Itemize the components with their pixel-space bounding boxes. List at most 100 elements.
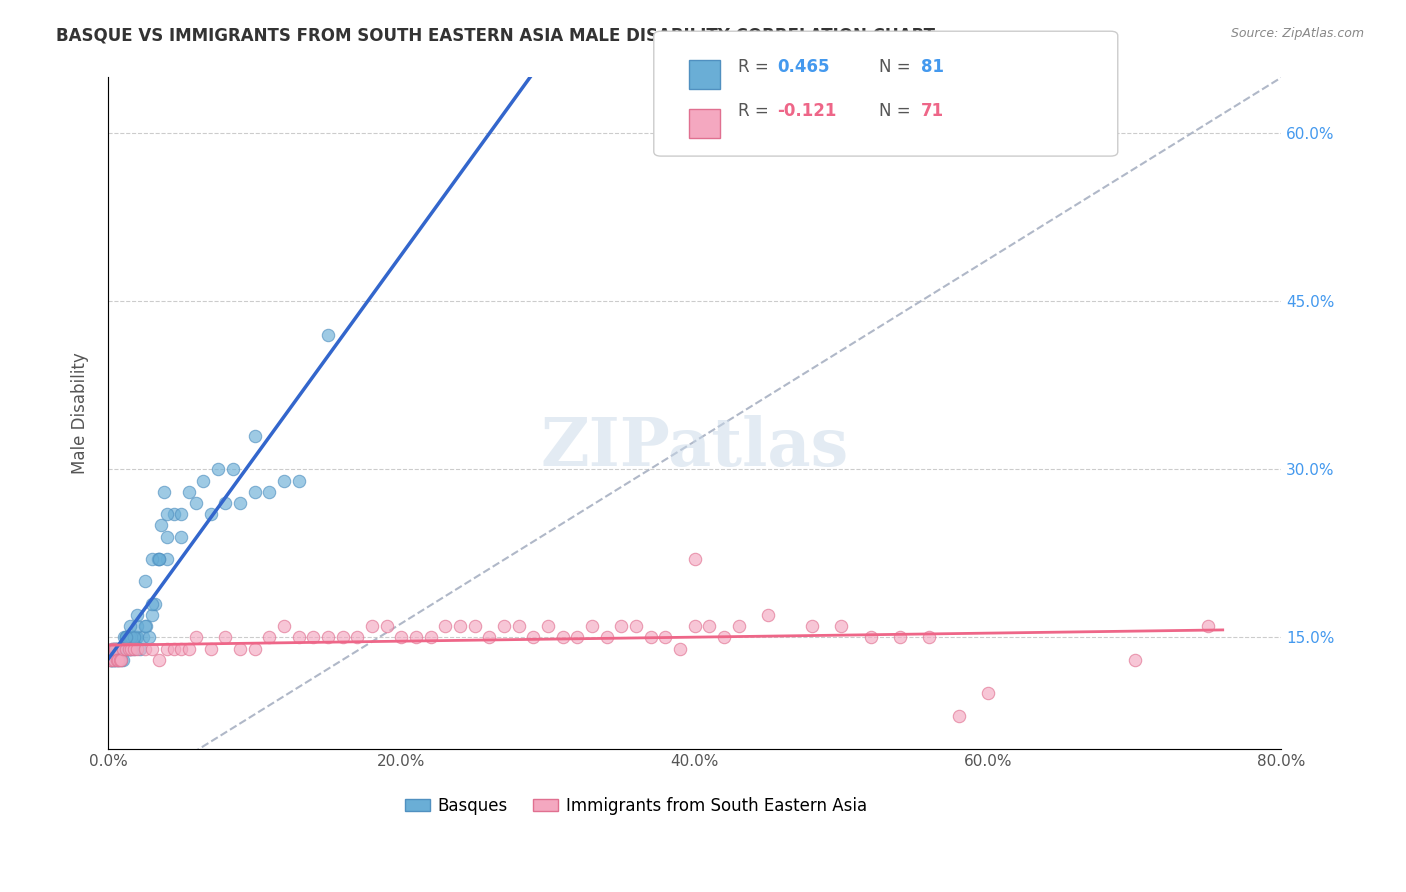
Point bbox=[105, 641, 128, 656]
Point bbox=[143, 597, 166, 611]
Point bbox=[1197, 619, 1219, 633]
Point bbox=[184, 631, 207, 645]
Point bbox=[111, 641, 134, 656]
Point bbox=[115, 641, 138, 656]
Point bbox=[114, 631, 136, 645]
Point bbox=[229, 496, 252, 510]
Point bbox=[134, 574, 156, 589]
Text: N =: N = bbox=[879, 103, 915, 120]
Point bbox=[624, 619, 647, 633]
Point bbox=[135, 619, 157, 633]
Point bbox=[105, 641, 128, 656]
Point bbox=[148, 552, 170, 566]
Point bbox=[756, 607, 779, 622]
Point bbox=[103, 641, 125, 656]
Point bbox=[124, 641, 146, 656]
Point bbox=[100, 653, 122, 667]
Point bbox=[273, 474, 295, 488]
Point bbox=[214, 631, 236, 645]
Point bbox=[170, 507, 193, 521]
Point bbox=[551, 631, 574, 645]
Point bbox=[120, 641, 142, 656]
Point bbox=[107, 653, 129, 667]
Point bbox=[103, 653, 125, 667]
Point bbox=[859, 631, 882, 645]
Point bbox=[243, 429, 266, 443]
Point bbox=[163, 507, 186, 521]
Point bbox=[193, 474, 215, 488]
Point bbox=[259, 631, 281, 645]
Point bbox=[177, 641, 200, 656]
Point bbox=[464, 619, 486, 633]
Point bbox=[138, 631, 160, 645]
Point bbox=[104, 641, 127, 656]
Point bbox=[114, 641, 136, 656]
Point bbox=[118, 619, 141, 633]
Point bbox=[105, 653, 128, 667]
Point bbox=[127, 607, 149, 622]
Point bbox=[122, 631, 145, 645]
Point bbox=[100, 653, 122, 667]
Text: R =: R = bbox=[738, 58, 775, 76]
Point bbox=[101, 653, 124, 667]
Point bbox=[110, 641, 132, 656]
Point bbox=[120, 631, 142, 645]
Point bbox=[669, 641, 692, 656]
Point bbox=[567, 631, 589, 645]
Text: N =: N = bbox=[879, 58, 915, 76]
Point bbox=[117, 631, 139, 645]
Point bbox=[120, 641, 142, 656]
Point bbox=[170, 641, 193, 656]
Point bbox=[104, 641, 127, 656]
Point bbox=[152, 484, 174, 499]
Text: ZIPatlas: ZIPatlas bbox=[540, 415, 849, 480]
Point bbox=[302, 631, 325, 645]
Point bbox=[108, 641, 131, 656]
Point bbox=[214, 496, 236, 510]
Point bbox=[117, 641, 139, 656]
Point bbox=[508, 619, 530, 633]
Point bbox=[977, 686, 1000, 700]
Point bbox=[124, 641, 146, 656]
Point bbox=[259, 484, 281, 499]
Point bbox=[683, 619, 706, 633]
Point bbox=[434, 619, 457, 633]
Point bbox=[156, 530, 179, 544]
Point bbox=[889, 631, 911, 645]
Point bbox=[101, 641, 124, 656]
Point bbox=[101, 653, 124, 667]
Point bbox=[117, 641, 139, 656]
Point bbox=[125, 631, 148, 645]
Point bbox=[287, 631, 309, 645]
Point bbox=[492, 619, 515, 633]
Point bbox=[522, 631, 544, 645]
Legend: Basques, Immigrants from South Eastern Asia: Basques, Immigrants from South Eastern A… bbox=[398, 790, 875, 822]
Point bbox=[287, 474, 309, 488]
Point bbox=[129, 641, 152, 656]
Point bbox=[103, 653, 125, 667]
Point bbox=[112, 631, 135, 645]
Point bbox=[478, 631, 501, 645]
Point bbox=[107, 653, 129, 667]
Point bbox=[132, 631, 155, 645]
Point bbox=[104, 653, 127, 667]
Point bbox=[361, 619, 384, 633]
Point bbox=[200, 641, 222, 656]
Point bbox=[118, 631, 141, 645]
Point bbox=[184, 496, 207, 510]
Point bbox=[713, 631, 735, 645]
Point bbox=[221, 462, 243, 476]
Point bbox=[699, 619, 721, 633]
Point bbox=[108, 641, 131, 656]
Text: -0.121: -0.121 bbox=[778, 103, 837, 120]
Point bbox=[114, 631, 136, 645]
Point bbox=[148, 552, 170, 566]
Point bbox=[581, 619, 603, 633]
Text: BASQUE VS IMMIGRANTS FROM SOUTH EASTERN ASIA MALE DISABILITY CORRELATION CHART: BASQUE VS IMMIGRANTS FROM SOUTH EASTERN … bbox=[56, 27, 935, 45]
Point bbox=[537, 619, 560, 633]
Point bbox=[1123, 653, 1146, 667]
Text: Source: ZipAtlas.com: Source: ZipAtlas.com bbox=[1230, 27, 1364, 40]
Text: 81: 81 bbox=[921, 58, 943, 76]
Point bbox=[243, 641, 266, 656]
Point bbox=[115, 631, 138, 645]
